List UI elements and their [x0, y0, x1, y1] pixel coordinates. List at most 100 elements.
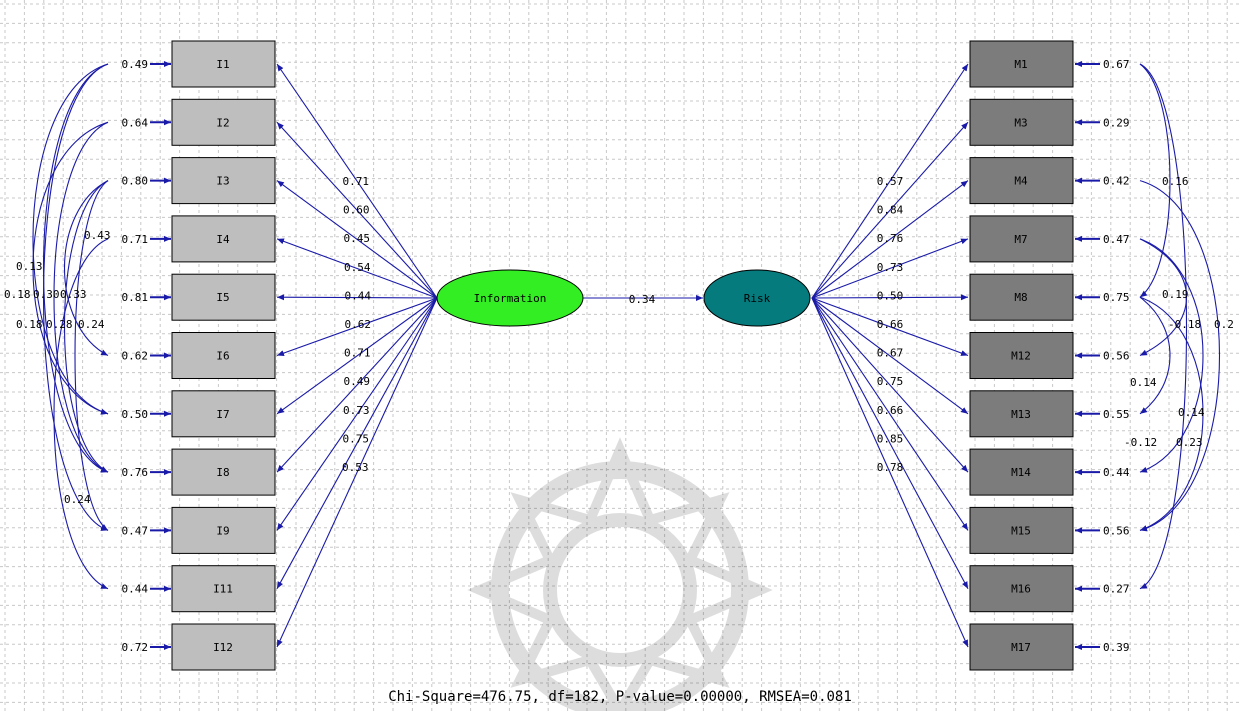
error-variance-label: 0.49 — [122, 58, 149, 71]
loading-label: 0.54 — [344, 261, 371, 274]
covariance-arc — [63, 180, 109, 473]
indicator-box-i11[interactable] — [171, 565, 276, 613]
covariance-arc — [53, 238, 109, 590]
structural-path-coefficient: 0.34 — [629, 293, 656, 306]
error-variance-label: 0.64 — [122, 116, 149, 129]
indicator-box-m12[interactable] — [969, 332, 1074, 379]
indicator-box-i12[interactable] — [171, 623, 276, 671]
covariance-label: 0.24 — [78, 318, 105, 331]
loading-label: 0.50 — [877, 289, 904, 302]
error-variance-label: 0.44 — [1103, 466, 1130, 479]
loading-label: 0.71 — [344, 347, 371, 360]
loading-arrow — [811, 297, 969, 589]
error-variance-label: 0.47 — [1103, 233, 1130, 246]
indicator-box-i3[interactable] — [171, 157, 276, 205]
covariance-arc — [42, 63, 109, 473]
indicator-box-m4[interactable] — [969, 157, 1074, 205]
loading-arrow — [811, 238, 969, 299]
covariance-label: 0.2 — [1214, 318, 1234, 331]
error-variance-label: 0.76 — [122, 466, 149, 479]
loading-label: 0.60 — [343, 204, 370, 217]
indicator-label: M16 — [1011, 583, 1031, 596]
indicator-label: I12 — [213, 641, 233, 654]
loading-arrow — [276, 297, 438, 415]
loading-arrow — [811, 294, 969, 301]
covariance-label: -0.12 — [1124, 436, 1157, 449]
error-variance-label: 0.39 — [1103, 641, 1130, 654]
covariance-arcs: 0.130.18 0.30 0.330.430.18 0.28 0.240.240.16… — [4, 63, 1234, 590]
error-variance-label: 0.27 — [1103, 583, 1130, 596]
indicator-label: I8 — [216, 466, 229, 479]
covariance-arc — [53, 121, 109, 473]
covariance-arc — [1139, 180, 1220, 532]
loading-arrow — [811, 297, 969, 357]
loading-arrow — [276, 297, 438, 589]
loading-label: 0.49 — [344, 375, 371, 388]
indicator-label: M8 — [1014, 291, 1027, 304]
error-variance-label: 0.71 — [122, 233, 149, 246]
indicator-box-i4[interactable] — [171, 215, 276, 263]
indicator-box-m17[interactable] — [969, 623, 1074, 671]
error-variance-label: 0.42 — [1103, 175, 1130, 188]
error-variance-label: 0.62 — [122, 350, 149, 363]
indicator-label: I11 — [213, 583, 233, 596]
error-variance-label: 0.75 — [1103, 291, 1130, 304]
covariance-arc — [1139, 296, 1171, 415]
latent-variables: Information Risk 0.34 — [436, 269, 811, 327]
loading-paths: 0.71 0.60 0.45 0.54 0.44 0.62 0.71 0.49 0.73 0.75… — [276, 63, 969, 648]
loading-arrow — [811, 297, 969, 648]
loading-arrow — [276, 294, 438, 301]
indicator-box-m7[interactable] — [969, 215, 1074, 263]
error-variance-label: 0.47 — [122, 524, 149, 537]
indicator-box-m16[interactable] — [969, 565, 1074, 613]
covariance-label: 0.14 — [1130, 376, 1157, 389]
error-variance-label: 0.72 — [122, 641, 149, 654]
covariance-label: 0.28 — [46, 318, 73, 331]
covariance-arc — [1139, 63, 1187, 590]
loading-label: 0.75 — [343, 432, 370, 445]
covariance-arc — [1139, 63, 1171, 298]
indicator-label: M12 — [1011, 350, 1031, 363]
risk-label: Risk — [744, 292, 771, 305]
indicator-label: I3 — [216, 175, 229, 188]
loading-label: 0.62 — [345, 318, 372, 331]
loading-label: 0.85 — [877, 432, 904, 445]
indicator-box-i5[interactable] — [171, 273, 276, 321]
indicator-label: I1 — [216, 58, 229, 71]
indicator-box-i8[interactable] — [171, 448, 276, 496]
loading-arrow — [811, 63, 969, 299]
indicator-box-m15[interactable] — [969, 506, 1074, 554]
covariance-arc — [1139, 296, 1204, 531]
covariance-label: 0.13 — [16, 260, 43, 273]
indicator-label: M14 — [1011, 466, 1031, 479]
loading-label: 0.75 — [877, 375, 904, 388]
indicator-box-m13[interactable] — [969, 390, 1074, 438]
indicator-box-i6[interactable] — [171, 332, 276, 379]
covariance-label: 0.14 — [1178, 406, 1205, 419]
indicator-label: M17 — [1011, 641, 1031, 654]
loading-arrow — [811, 180, 969, 299]
fit-statistics-footer: Chi-Square=476.75, df=182, P-value=0.000… — [388, 689, 852, 705]
error-variance-label: 0.80 — [122, 175, 149, 188]
indicator-box-i2[interactable] — [171, 98, 276, 146]
indicator-box-m14[interactable] — [969, 448, 1074, 496]
loading-label: 0.67 — [877, 347, 904, 360]
indicator-box-m3[interactable] — [969, 98, 1074, 146]
loading-label: 0.44 — [345, 289, 372, 302]
loading-label: 0.71 — [343, 175, 370, 188]
loading-label: 0.73 — [343, 404, 370, 417]
indicator-box-i9[interactable] — [171, 506, 276, 554]
loading-arrow — [811, 297, 969, 473]
error-variance-label: 0.56 — [1103, 350, 1130, 363]
indicator-box-m8[interactable] — [969, 273, 1074, 321]
indicator-box-i1[interactable] — [171, 40, 276, 88]
loading-label: 0.66 — [877, 318, 904, 331]
indicator-box-i7[interactable] — [171, 390, 276, 438]
covariance-arc — [32, 121, 109, 415]
indicator-box-m1[interactable] — [969, 40, 1074, 88]
risk-ellipse[interactable] — [703, 269, 811, 327]
loading-arrow — [276, 297, 438, 473]
loading-arrow — [811, 297, 969, 531]
indicator-nodes: I1 0.49 I2 0.64 I3 0.80 I4 0.71 I5 0.81 I6 0.62 I7 0.… — [122, 40, 1130, 671]
loading-arrow — [276, 238, 438, 299]
